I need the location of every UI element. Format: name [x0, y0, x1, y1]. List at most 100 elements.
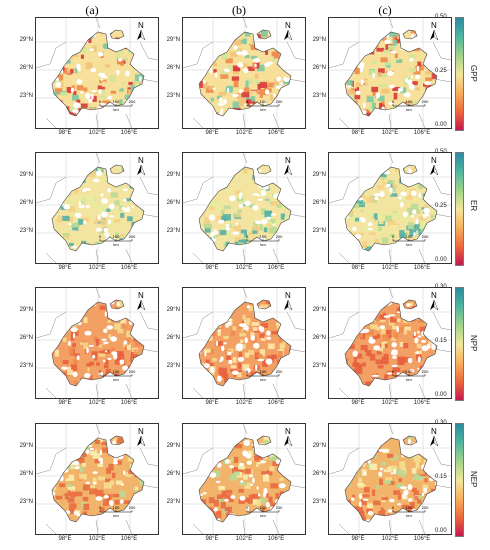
north-arrow-icon: N — [430, 156, 439, 176]
province-outline — [51, 301, 145, 387]
latitude-label: 26°N — [312, 65, 326, 71]
svg-text:N: N — [431, 21, 437, 30]
latitude-label: 29°N — [166, 172, 180, 178]
svg-text:km: km — [260, 242, 266, 247]
svg-text:0: 0 — [392, 234, 395, 239]
province-outline — [51, 166, 145, 252]
map-panel-gpp-c: N 0 100 200 km — [328, 17, 452, 129]
scale-bar: 0 100 200 km — [392, 369, 429, 382]
north-arrow-icon: N — [284, 427, 293, 447]
colorbar-tick: 0.30 — [435, 284, 447, 290]
longitude-label: 102°E — [88, 400, 106, 406]
longitude-label: 98°E — [205, 400, 219, 406]
map-panel-gpp-b: N 0 100 200 km — [182, 17, 306, 129]
province-outline — [198, 301, 292, 387]
scale-bar: 0 100 200 km — [99, 505, 136, 518]
svg-text:200: 200 — [422, 99, 429, 104]
svg-text:200: 200 — [276, 505, 283, 510]
longitude-label: 102°E — [88, 536, 106, 542]
latitude-label: 23°N — [19, 93, 33, 99]
latitude-label: 29°N — [312, 443, 326, 449]
latitude-label: 23°N — [166, 228, 180, 234]
svg-text:0: 0 — [392, 505, 395, 510]
longitude-label: 106°E — [120, 130, 138, 136]
map-panel-nep-c: N 0 100 200 km — [328, 423, 452, 535]
longitude-label: 98°E — [205, 536, 219, 542]
north-arrow-icon: N — [137, 21, 146, 41]
latitude-label: 23°N — [166, 499, 180, 505]
latitude-label: 29°N — [312, 172, 326, 178]
svg-text:100: 100 — [406, 99, 413, 104]
colorbar-er — [455, 152, 464, 266]
svg-text:km: km — [406, 242, 412, 247]
north-arrow-icon: N — [284, 156, 293, 176]
svg-text:km: km — [406, 107, 412, 112]
longitude-label: 98°E — [351, 400, 365, 406]
svg-text:100: 100 — [260, 369, 267, 374]
north-arrow-icon: N — [284, 21, 293, 41]
scale-bar: 0 100 200 km — [246, 505, 283, 518]
svg-text:100: 100 — [260, 505, 267, 510]
latitude-label: 26°N — [166, 65, 180, 71]
latitude-label: 23°N — [19, 228, 33, 234]
longitude-label: 102°E — [381, 130, 399, 136]
svg-text:100: 100 — [406, 505, 413, 510]
svg-text:200: 200 — [276, 369, 283, 374]
svg-text:0: 0 — [392, 369, 395, 374]
svg-text:km: km — [113, 513, 119, 518]
north-arrow-icon: N — [430, 427, 439, 447]
map-svg: N 0 100 200 km — [329, 288, 451, 398]
map-panel-er-a: N 0 100 200 km — [35, 152, 159, 264]
province-outline — [198, 31, 292, 117]
scale-bar: 0 100 200 km — [99, 234, 136, 247]
colorbar-title: NEP — [469, 471, 478, 488]
latitude-label: 23°N — [19, 499, 33, 505]
map-panel-npp-c: N 0 100 200 km — [328, 287, 452, 399]
longitude-label: 102°E — [381, 536, 399, 542]
latitude-label: 29°N — [19, 172, 33, 178]
scale-bar: 0 100 200 km — [392, 505, 429, 518]
longitude-label: 102°E — [235, 536, 253, 542]
latitude-label: 26°N — [166, 200, 180, 206]
column-label-a: (a) — [85, 3, 99, 17]
svg-text:km: km — [260, 513, 266, 518]
longitude-label: 106°E — [267, 536, 285, 542]
north-arrow-icon: N — [430, 21, 439, 41]
latitude-label: 29°N — [19, 37, 33, 43]
colorbar-tick: 0.00 — [435, 257, 447, 263]
map-panel-nep-a: N 0 100 200 km — [35, 423, 159, 535]
svg-text:100: 100 — [260, 234, 267, 239]
north-arrow-icon: N — [137, 156, 146, 176]
colorbar-gpp — [455, 17, 464, 131]
svg-text:0: 0 — [99, 234, 102, 239]
map-svg: N 0 100 200 km — [183, 424, 305, 534]
longitude-label: 102°E — [88, 265, 106, 271]
colorbar-tick: 0.00 — [435, 528, 447, 534]
svg-text:200: 200 — [422, 505, 429, 510]
map-svg: N 0 100 200 km — [183, 288, 305, 398]
svg-text:100: 100 — [113, 505, 120, 510]
map-svg: N 0 100 200 km — [36, 424, 158, 534]
map-panel-npp-a: N 0 100 200 km — [35, 287, 159, 399]
longitude-label: 98°E — [58, 130, 72, 136]
map-svg: N 0 100 200 km — [183, 18, 305, 128]
province-outline — [51, 437, 145, 523]
svg-text:200: 200 — [422, 234, 429, 239]
longitude-label: 106°E — [413, 536, 431, 542]
map-panel-er-b: N 0 100 200 km — [182, 152, 306, 264]
scale-bar: 0 100 200 km — [246, 369, 283, 382]
svg-text:0: 0 — [246, 99, 249, 104]
latitude-label: 23°N — [312, 363, 326, 369]
longitude-label: 98°E — [58, 265, 72, 271]
svg-text:0: 0 — [99, 505, 102, 510]
colorbar-npp — [455, 287, 464, 401]
province-outline — [344, 166, 438, 252]
svg-text:200: 200 — [276, 234, 283, 239]
svg-text:N: N — [285, 156, 291, 165]
longitude-label: 102°E — [381, 400, 399, 406]
north-arrow-icon: N — [284, 291, 293, 311]
svg-text:200: 200 — [129, 234, 136, 239]
latitude-label: 23°N — [312, 93, 326, 99]
svg-text:N: N — [138, 156, 144, 165]
longitude-label: 106°E — [120, 265, 138, 271]
